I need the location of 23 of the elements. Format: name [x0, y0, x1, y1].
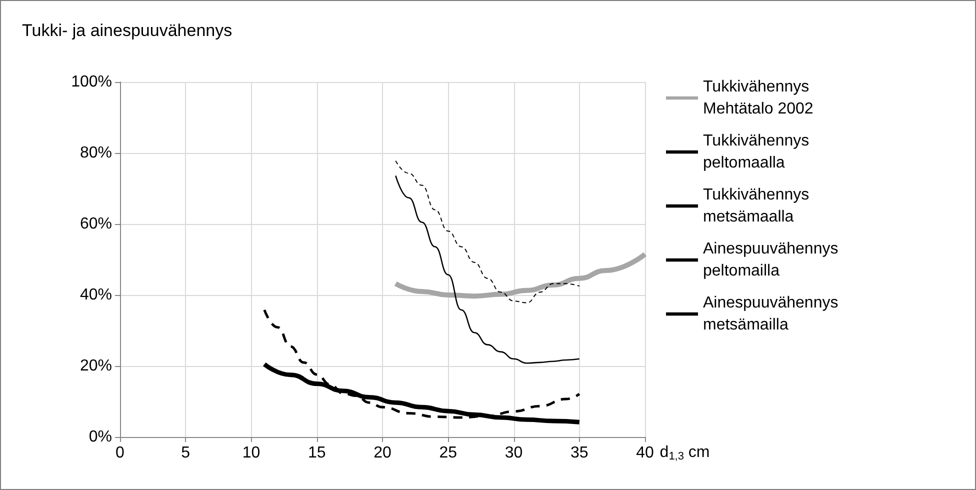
legend-label: Tukkivähennys metsämaalla [703, 186, 814, 226]
y-tick-label: 100% [71, 74, 112, 90]
x-tick-label: 20 [374, 444, 392, 462]
x-tick-label: 0 [116, 444, 125, 462]
y-tick-label: 40% [80, 286, 112, 304]
chart-title: Tukki- ja ainespuuvähennys [22, 21, 232, 40]
x-tick-label: 40 [636, 444, 654, 462]
y-tick-label: 60% [80, 216, 112, 232]
line-series [394, 175, 580, 364]
x-tick-label: 25 [439, 444, 458, 462]
legend-label: Ainespuuvähennys metsämailla [703, 294, 843, 334]
x-tick-label: 15 [308, 444, 326, 462]
legend-label: Tukkivähennys peltomaalla [703, 132, 814, 172]
y-tick-label: 20% [80, 358, 112, 374]
y-tick-label: 80% [80, 144, 112, 162]
x-tick-label: 5 [181, 444, 190, 462]
legend-label: Ainespuuvähennys peltomailla [703, 240, 843, 280]
y-tick-label: 0% [88, 428, 112, 446]
x-tick-label: 35 [570, 444, 588, 462]
x-tick-label: 30 [504, 444, 523, 462]
line-series [395, 160, 580, 304]
x-tick-label: 10 [242, 444, 260, 462]
legend-label: Tukkivähennys Mehtätalo 2002 [703, 78, 814, 118]
